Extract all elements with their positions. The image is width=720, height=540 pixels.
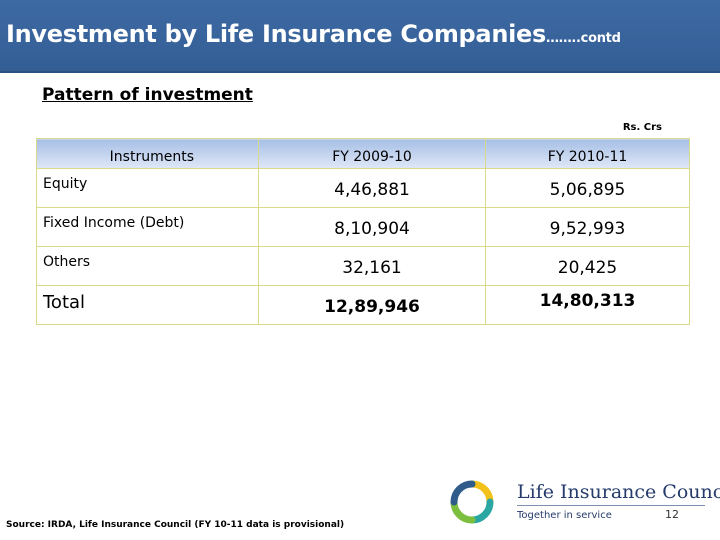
table-row: Others 32,161 20,425 [36,246,690,286]
life-insurance-council-logo-icon [450,480,494,524]
cell-total-fy2010: 14,80,313 [485,285,690,325]
cell-fixed-income-fy2010: 9,52,993 [485,207,690,247]
cell-others-fy2009: 32,161 [258,246,486,286]
page-number: 12 [665,508,679,521]
table-row-total: Total 12,89,946 14,80,313 [36,285,690,325]
cell-others-fy2010: 20,425 [485,246,690,286]
table-row: Equity 4,46,881 5,06,895 [36,168,690,208]
row-label-equity: Equity [36,168,259,208]
cell-equity-fy2010: 5,06,895 [485,168,690,208]
table-header-row: Instruments FY 2009-10 FY 2010-11 [36,138,690,169]
table-row: Fixed Income (Debt) 8,10,904 9,52,993 [36,207,690,247]
row-label-others: Others [36,246,259,286]
cell-total-fy2009: 12,89,946 [258,285,486,325]
slide-title-main: Investment by Life Insurance Companies [6,20,546,48]
source-note: Source: IRDA, Life Insurance Council (FY… [6,520,345,530]
logo-name: Life Insurance Council [517,481,720,503]
section-subtitle: Pattern of investment [42,85,253,105]
title-bar: Investment by Life Insurance Companies……… [0,0,720,73]
logo-tagline: Together in service [517,510,612,521]
row-label-total: Total [36,285,259,325]
units-label: Rs. Crs [622,122,662,133]
cell-equity-fy2009: 4,46,881 [258,168,486,208]
slide-title: Investment by Life Insurance Companies……… [6,20,621,48]
header-fy2009-10: FY 2009-10 [258,138,486,169]
logo-divider [517,505,705,506]
row-label-fixed-income: Fixed Income (Debt) [36,207,259,247]
cell-fixed-income-fy2009: 8,10,904 [258,207,486,247]
header-fy2010-11: FY 2010-11 [485,138,690,169]
slide-title-suffix: ……..contd [546,31,621,46]
header-instruments: Instruments [36,138,259,169]
investment-table: Instruments FY 2009-10 FY 2010-11 Equity… [36,138,690,325]
